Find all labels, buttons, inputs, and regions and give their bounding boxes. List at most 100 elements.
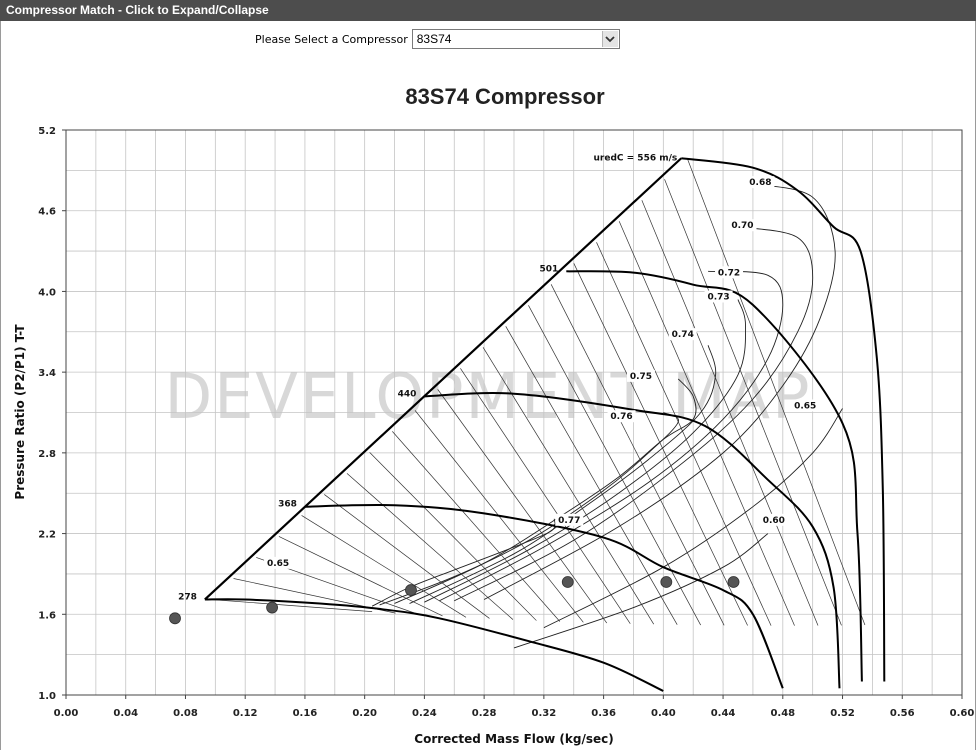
speed-line xyxy=(681,157,886,682)
speed-sub-line xyxy=(596,242,772,626)
speed-sub-line xyxy=(550,284,725,626)
x-tick-label: 0.56 xyxy=(890,708,915,719)
efficiency-label: 0.72 xyxy=(718,268,740,278)
speed-line-label: 368 xyxy=(278,500,297,510)
efficiency-label-bg xyxy=(264,556,293,569)
x-tick-label: 0.32 xyxy=(532,708,557,719)
speed-sub-line xyxy=(210,599,373,612)
efficiency-label: 0.65 xyxy=(267,559,289,569)
efficiency-label-bg xyxy=(759,513,788,526)
x-tick-label: 0.24 xyxy=(412,708,437,719)
x-tick-label: 0.36 xyxy=(591,708,616,719)
x-tick-label: 0.28 xyxy=(472,708,497,719)
compressor-select-value: 83S74 xyxy=(416,32,452,46)
operating-point xyxy=(169,612,181,625)
speed-line-label: 440 xyxy=(398,389,417,399)
x-tick-label: 0.08 xyxy=(173,708,198,719)
speed-sub-line xyxy=(301,515,467,618)
operating-point xyxy=(561,576,574,588)
plot-area-border xyxy=(65,129,963,696)
x-tick-label: 0.44 xyxy=(711,708,736,719)
y-tick-label: 1.6 xyxy=(38,610,56,621)
efficiency-contour xyxy=(543,408,843,629)
speed-line-label: uredC = 556 m/s xyxy=(594,153,678,163)
x-tick-label: 0.16 xyxy=(293,708,318,719)
x-tick-label: 0.60 xyxy=(950,708,975,719)
x-tick-label: 0.00 xyxy=(54,708,79,719)
speed-line xyxy=(566,270,863,682)
efficiency-label: 0.77 xyxy=(558,516,580,526)
window-title: Compressor Match - Click to Expand/Colla… xyxy=(6,3,269,17)
efficiency-label: 0.68 xyxy=(749,178,771,188)
x-axis-label: Corrected Mass Flow (kg/sec) xyxy=(414,732,613,746)
efficiency-contour xyxy=(394,378,697,604)
efficiency-contour xyxy=(371,518,556,607)
efficiency-label-bg xyxy=(746,176,775,189)
speed-sub-line xyxy=(505,326,678,625)
x-tick-label: 0.40 xyxy=(651,708,676,719)
compressor-select[interactable]: 83S74 xyxy=(411,29,620,49)
speed-sub-line xyxy=(664,179,842,626)
y-tick-label: 4.0 xyxy=(38,287,56,298)
operating-point xyxy=(405,584,417,596)
speed-sub-line xyxy=(324,494,490,619)
speed-sub-line xyxy=(437,389,608,624)
chart-curves xyxy=(204,157,886,692)
efficiency-label: 0.76 xyxy=(610,412,632,422)
efficiency-label-bg xyxy=(626,369,655,382)
chart-labels: 0.77 0.76 0.75 0.74 0.73 0.72 0.70 0.68 0.65 0.60… xyxy=(178,153,820,602)
compressor-selector: Please Select a Compressor 83S74 xyxy=(255,28,620,50)
watermark-text: DEVELOPMENT MAP xyxy=(165,360,812,433)
efficiency-contour xyxy=(439,270,784,602)
efficiency-contour xyxy=(454,226,814,602)
operating-point xyxy=(727,576,740,588)
efficiency-contour xyxy=(409,345,717,604)
x-tick-label: 0.12 xyxy=(233,708,258,719)
efficiency-contour xyxy=(483,183,836,600)
y-tick-label: 3.4 xyxy=(38,368,56,379)
efficiency-contour xyxy=(424,299,747,603)
chevron-down-icon[interactable] xyxy=(601,31,618,47)
efficiency-label-bg xyxy=(715,266,744,279)
operating-point xyxy=(660,576,673,588)
efficiency-label-bg xyxy=(728,219,757,232)
speed-sub-line xyxy=(369,452,537,621)
efficiency-label: 0.73 xyxy=(707,293,729,303)
compressor-select-label: Please Select a Compressor xyxy=(255,32,408,46)
chart-points xyxy=(169,576,740,625)
y-tick-label: 5.2 xyxy=(38,126,56,137)
efficiency-label: 0.75 xyxy=(630,372,652,382)
speed-sub-line xyxy=(573,263,748,626)
efficiency-label-bg xyxy=(607,410,636,423)
x-tick-label: 0.52 xyxy=(830,708,855,719)
chart-grid xyxy=(65,129,963,696)
efficiency-label: 0.65 xyxy=(794,401,816,411)
window-title-bar[interactable]: Compressor Match - Click to Expand/Colla… xyxy=(0,0,976,21)
speed-sub-line xyxy=(618,221,795,626)
surge-line xyxy=(204,157,683,601)
speed-line xyxy=(424,392,841,689)
speed-sub-line xyxy=(278,536,443,617)
efficiency-label: 0.60 xyxy=(763,516,785,526)
efficiency-label-bg xyxy=(555,513,584,526)
speed-line-label: 278 xyxy=(178,592,197,602)
speed-line-label: 501 xyxy=(539,264,558,274)
efficiency-label-bg xyxy=(704,290,733,303)
speed-sub-line xyxy=(686,158,866,626)
x-tick-label: 0.20 xyxy=(352,708,377,719)
speed-line xyxy=(204,598,664,692)
efficiency-label: 0.74 xyxy=(672,330,694,340)
x-tick-label: 0.04 xyxy=(113,708,138,719)
x-tick-label: 0.48 xyxy=(770,708,795,719)
speed-sub-line xyxy=(641,200,819,626)
speed-sub-line xyxy=(392,431,561,622)
efficiency-label-bg xyxy=(791,399,820,412)
operating-point xyxy=(266,601,278,614)
y-tick-label: 4.6 xyxy=(38,207,56,218)
y-tick-label: 1.0 xyxy=(38,691,56,702)
efficiency-contour xyxy=(513,533,769,649)
speed-sub-line xyxy=(528,305,701,626)
chart-ticks: 0.00 0.04 0.08 0.12 0.16 0.20 0.24 0.28 0.32 0.36… xyxy=(38,126,974,719)
efficiency-label-bg xyxy=(668,328,697,341)
